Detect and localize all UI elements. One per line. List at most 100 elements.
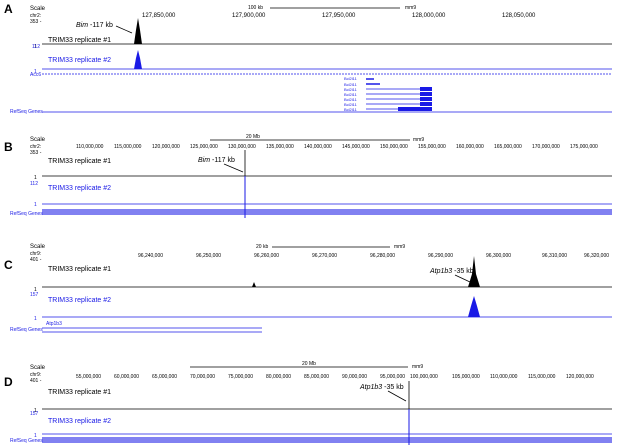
- tick-label: 155,000,000: [418, 144, 446, 150]
- tick-label: 96,280,000: [370, 253, 395, 259]
- acc-label: Acc6: [30, 72, 41, 78]
- scale-bar-label: 100 kb: [248, 5, 263, 11]
- scale-bar-label: 20 kb: [256, 244, 268, 250]
- track1-label: TRIM33 replicate #1: [48, 266, 111, 273]
- track2-max: 112: [30, 181, 38, 187]
- track2-label: TRIM33 replicate #2: [48, 297, 111, 304]
- track2-min: 1: [34, 69, 37, 75]
- refseq-label: RefSeq Genes: [10, 109, 43, 115]
- tick-label: 150,000,000: [380, 144, 408, 150]
- track2-label: TRIM33 replicate #2: [48, 57, 111, 64]
- annotation-arrow: [223, 163, 244, 173]
- tick-label: 128,000,000: [412, 13, 446, 19]
- gene-transcripts: Bcl2l11 Bcl2l11 Bcl2l11 Bcl2l11 Bcl2l11 …: [344, 76, 432, 112]
- assembly-label: mm9: [405, 5, 416, 11]
- tick-label: 127,900,000: [232, 13, 266, 19]
- annotation-label: Atp1b3 -35 kb: [429, 268, 474, 275]
- tick-label: 115,000,000: [114, 144, 142, 150]
- track2-min: 1: [34, 433, 37, 439]
- gene-label: Bcl2l11: [344, 97, 358, 102]
- tick-label: 96,250,000: [196, 253, 221, 259]
- tick-label: 165,000,000: [494, 144, 522, 150]
- gene-label: Bcl2l11: [344, 107, 358, 112]
- tick-label: 65,000,000: [152, 374, 177, 380]
- tick-label: 145,000,000: [342, 144, 370, 150]
- track1-peak: [134, 18, 142, 44]
- track1-min: 1: [34, 175, 37, 181]
- tick-label: 135,000,000: [266, 144, 294, 150]
- tick-label: 96,320,000: [584, 253, 609, 259]
- track1-min: 1: [34, 287, 37, 293]
- tick-label: 105,000,000: [452, 374, 480, 380]
- annotation-text: -35 kb: [384, 384, 404, 391]
- refseq-label: RefSeq Genes: [10, 211, 43, 217]
- tick-row: 55,000,000 60,000,000 65,000,000 70,000,…: [76, 374, 594, 380]
- assembly-label: mm9: [394, 244, 405, 250]
- annotation-gene: Bim: [76, 22, 88, 29]
- track2-min: 1: [34, 202, 37, 208]
- scale-label: Scale: [30, 137, 46, 143]
- browser-view-c: Scale chr9: 401 - 20 kb mm9 96,240,000 9…: [10, 244, 612, 333]
- scale-label: Scale: [30, 365, 46, 371]
- track2-label: TRIM33 replicate #2: [48, 418, 111, 425]
- tick-label: 128,050,000: [502, 13, 536, 19]
- panel-letter: C: [4, 258, 13, 272]
- tick-label: 60,000,000: [114, 374, 139, 380]
- tick-label: 96,260,000: [254, 253, 279, 259]
- gene-label: Bcl2l11: [344, 102, 358, 107]
- panel-letter: B: [4, 140, 13, 154]
- assembly-label: mm9: [413, 137, 424, 143]
- tick-label: 130,000,000: [228, 144, 256, 150]
- tick-label: 96,310,000: [542, 253, 567, 259]
- tick-label: 127,850,000: [142, 13, 176, 19]
- annotation-arrow: [115, 25, 133, 34]
- gene-label: Bcl2l11: [344, 82, 358, 87]
- annotation-gene: Atp1b3: [359, 384, 382, 391]
- refseq-label: RefSeq Genes: [10, 438, 43, 444]
- tick-label: 127,950,000: [322, 13, 356, 19]
- tick-label: 175,000,000: [570, 144, 598, 150]
- tick-label: 120,000,000: [152, 144, 180, 150]
- annotation-text: -35 kb: [454, 268, 474, 275]
- track1-min: 1: [34, 44, 37, 50]
- browser-view-d: Scale chr9: 401 - 20 Mb mm9 55,000,000 6…: [10, 361, 612, 445]
- track1-label: TRIM33 replicate #1: [48, 37, 111, 44]
- tick-label: 160,000,000: [456, 144, 484, 150]
- annotation-text: -117 kb: [212, 157, 235, 164]
- tick-label: 96,290,000: [428, 253, 453, 259]
- track1-label: TRIM33 replicate #1: [48, 389, 111, 396]
- panel-a: A Scale chr2: 353 - 100 kb mm9 127,850,0…: [0, 0, 617, 118]
- tick-label: 125,000,000: [190, 144, 218, 150]
- panel-letter: D: [4, 375, 13, 389]
- tick-label: 100,000,000: [410, 374, 438, 380]
- scale-bar-label: 20 Mb: [246, 134, 260, 140]
- gene-label: Bcl2l11: [344, 76, 358, 81]
- tick-label: 55,000,000: [76, 374, 101, 380]
- annotation-arrow: [454, 274, 471, 283]
- refseq-track: [42, 209, 612, 215]
- tick-label: 95,000,000: [380, 374, 405, 380]
- tick-row: 127,850,000 127,900,000 127,950,000 128,…: [142, 13, 536, 19]
- browser-view-b: Scale chr2: 353 - 20 Mb mm9 110,000,000 …: [10, 134, 612, 218]
- tick-label: 96,240,000: [138, 253, 163, 259]
- refseq-label: RefSeq Genes: [10, 327, 43, 333]
- chr-label: chr2:: [30, 144, 41, 150]
- panel-b: B Scale chr2: 353 - 20 Mb mm9 110,000,00…: [0, 118, 617, 218]
- max-label: 401 -: [30, 378, 42, 384]
- max-label: 353 -: [30, 19, 42, 25]
- tick-label: 140,000,000: [304, 144, 332, 150]
- assembly-label: mm9: [412, 364, 423, 370]
- max-label: 401 -: [30, 257, 42, 263]
- annotation-text: -117 kb: [90, 22, 113, 29]
- annotation-gene: Atp1b3: [429, 268, 452, 275]
- track2-max: 157: [30, 292, 39, 298]
- track2-min: 1: [34, 316, 37, 322]
- scale-label: Scale: [30, 6, 46, 12]
- panel-d: D Scale chr9: 401 - 20 Mb mm9 55,000,000…: [0, 345, 617, 445]
- tick-label: 70,000,000: [190, 374, 215, 380]
- annotation-label: Bim -117 kb: [198, 157, 235, 164]
- tick-label: 115,000,000: [528, 374, 556, 380]
- scale-bar-label: 20 Mb: [302, 361, 316, 367]
- track2-max: 112: [32, 44, 40, 50]
- tick-row: 96,240,000 96,250,000 96,260,000 96,270,…: [138, 253, 609, 259]
